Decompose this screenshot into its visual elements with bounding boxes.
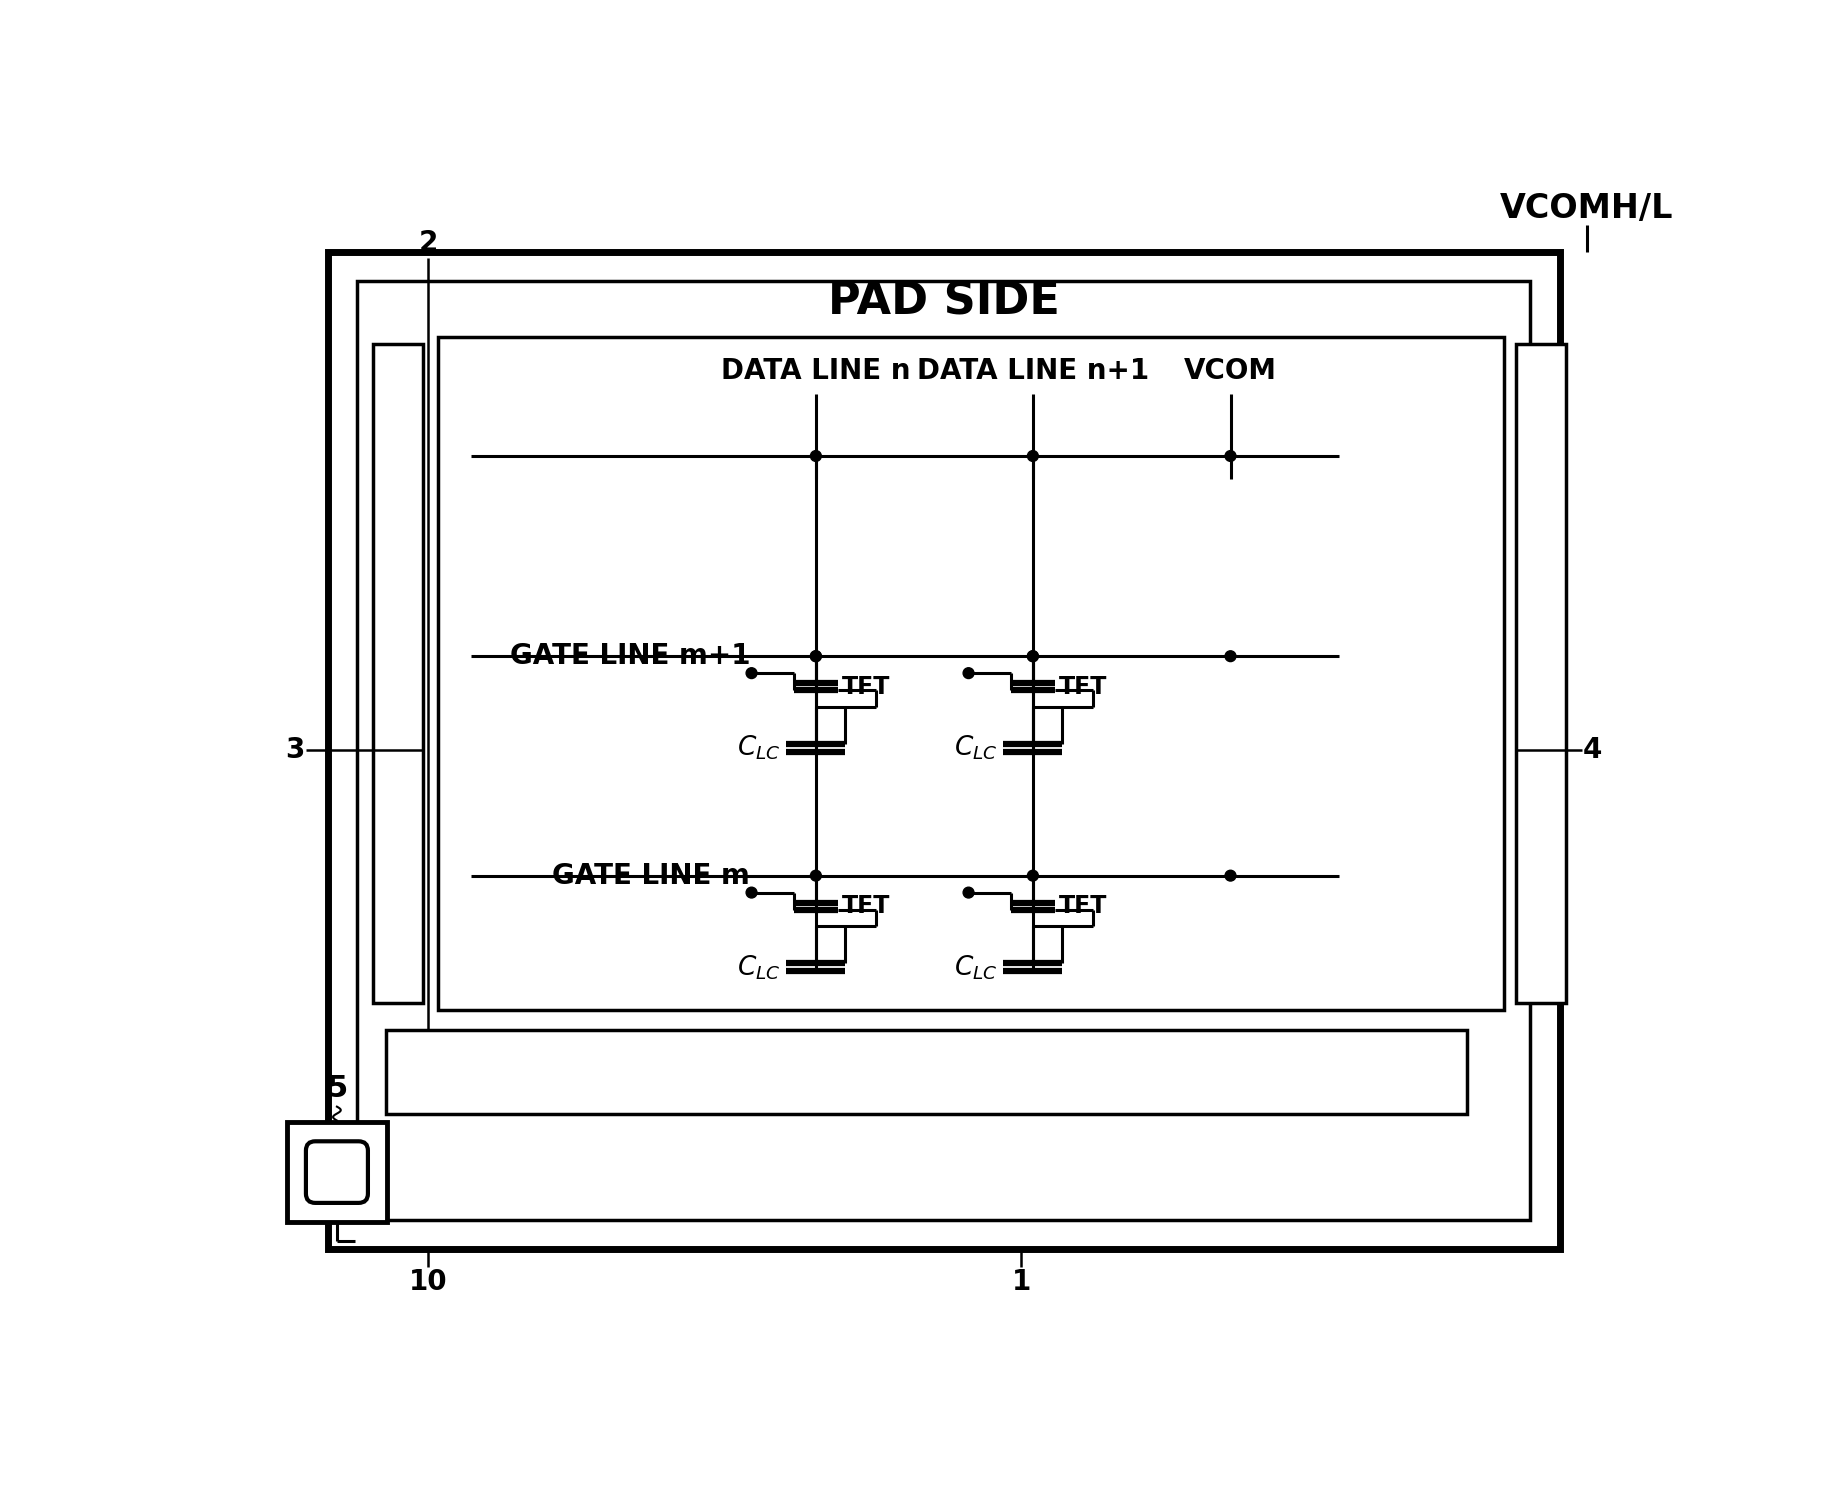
Bar xyxy=(386,1030,1468,1115)
Bar xyxy=(1516,344,1565,1003)
Bar xyxy=(373,344,423,1003)
Text: TFT: TFT xyxy=(1058,894,1108,918)
Text: 5: 5 xyxy=(327,1074,347,1103)
Text: $C_{LC}$: $C_{LC}$ xyxy=(737,733,781,761)
Text: 2: 2 xyxy=(419,229,438,258)
Circle shape xyxy=(1028,651,1037,662)
Text: TFT: TFT xyxy=(1058,675,1108,699)
Text: $C_{LC}$: $C_{LC}$ xyxy=(737,954,781,982)
Circle shape xyxy=(746,887,757,898)
Text: VCOM: VCOM xyxy=(1183,358,1277,386)
Text: 3: 3 xyxy=(284,736,305,764)
Circle shape xyxy=(746,668,757,678)
Text: DATA LINE n+1: DATA LINE n+1 xyxy=(917,358,1148,386)
Bar xyxy=(439,337,1504,1010)
Text: VCOMH/L: VCOMH/L xyxy=(1501,192,1674,225)
Bar xyxy=(327,252,1560,1249)
Circle shape xyxy=(1028,870,1037,881)
Text: 1: 1 xyxy=(1012,1268,1030,1296)
Circle shape xyxy=(964,887,975,898)
Circle shape xyxy=(1226,651,1237,662)
Circle shape xyxy=(810,651,821,662)
Circle shape xyxy=(810,651,821,662)
Text: DATA LINE n: DATA LINE n xyxy=(722,358,910,386)
Text: TFT: TFT xyxy=(842,894,890,918)
Circle shape xyxy=(1226,870,1237,881)
Bar xyxy=(286,1122,388,1222)
Bar xyxy=(356,282,1530,1220)
Text: 4: 4 xyxy=(1584,736,1602,764)
Text: TFT: TFT xyxy=(842,675,890,699)
Circle shape xyxy=(810,450,821,462)
Text: GATE LINE m: GATE LINE m xyxy=(552,861,749,890)
Text: $C_{LC}$: $C_{LC}$ xyxy=(954,954,997,982)
FancyBboxPatch shape xyxy=(306,1141,367,1202)
Circle shape xyxy=(1028,450,1037,462)
Text: $C_{LC}$: $C_{LC}$ xyxy=(954,733,997,761)
Circle shape xyxy=(1028,651,1037,662)
Circle shape xyxy=(810,870,821,881)
Text: PAD SIDE: PAD SIDE xyxy=(827,280,1060,323)
Circle shape xyxy=(1226,450,1237,462)
Text: 10: 10 xyxy=(410,1268,449,1296)
Circle shape xyxy=(964,668,975,678)
Text: GATE LINE m+1: GATE LINE m+1 xyxy=(509,642,749,670)
